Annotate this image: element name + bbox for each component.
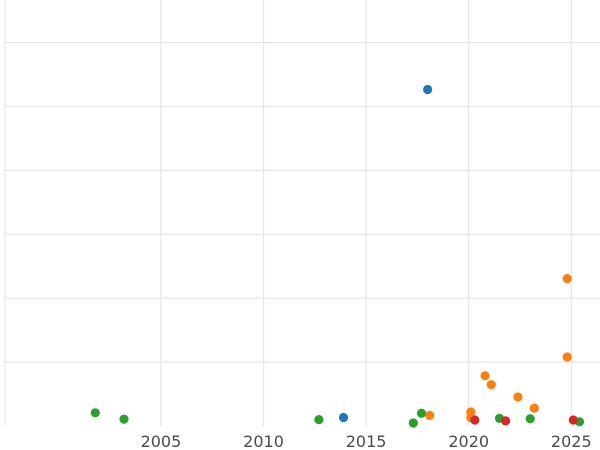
data-point-series-1-1 <box>338 412 349 423</box>
data-point-series-2-1 <box>425 410 435 420</box>
x-tick-label-2020: 2020 <box>448 432 489 450</box>
data-point-series-2-8 <box>562 352 572 362</box>
x-tick-label-2010: 2010 <box>243 432 284 450</box>
data-point-series-4-2 <box>501 416 511 426</box>
data-point-series-4-3 <box>568 415 578 425</box>
data-point-series-3-4 <box>408 418 418 428</box>
vertical-gridlines <box>4 0 572 426</box>
series-3 <box>90 408 585 428</box>
data-point-series-1-2 <box>423 84 433 95</box>
series-4 <box>470 415 578 426</box>
data-point-series-2-5 <box>486 380 496 390</box>
data-points <box>90 84 585 428</box>
x-axis-tick-labels: 2005 2010 2015 2020 2025 <box>141 432 592 450</box>
x-tick-label-2025: 2025 <box>551 432 592 450</box>
x-tick-label-2005: 2005 <box>141 432 182 450</box>
horizontal-gridlines <box>5 41 600 363</box>
data-point-series-3-5 <box>416 408 427 418</box>
x-tick-label-2015: 2015 <box>346 432 387 450</box>
data-point-series-2-4 <box>480 371 490 381</box>
data-point-series-3-2 <box>119 414 129 424</box>
data-point-series-2-6 <box>513 392 523 402</box>
data-point-series-3-1 <box>90 408 100 418</box>
data-point-series-2-9 <box>562 274 572 284</box>
series-2 <box>425 274 572 423</box>
data-point-series-3-7 <box>525 414 535 424</box>
data-point-series-2-7 <box>529 403 539 413</box>
series-1 <box>338 84 433 423</box>
data-point-series-4-1 <box>470 415 480 425</box>
data-point-series-3-3 <box>314 415 324 425</box>
